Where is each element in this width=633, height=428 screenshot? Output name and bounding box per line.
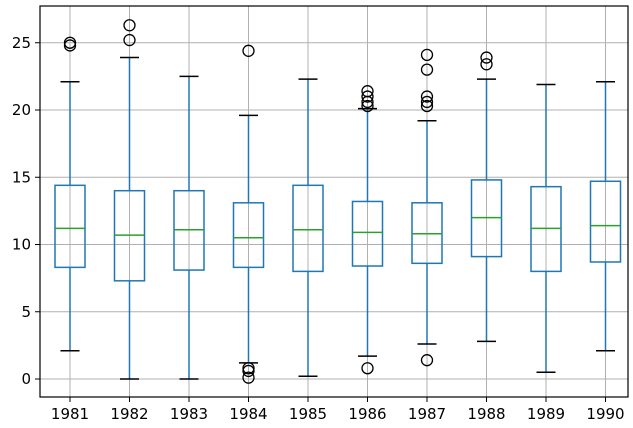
outlier-point	[480, 51, 493, 64]
box-1983	[173, 75, 205, 380]
iqr-box	[351, 200, 384, 267]
outlier-point	[420, 63, 434, 76]
outlier-point	[420, 99, 434, 113]
x-tick-label: 1987	[408, 405, 446, 423]
box-plots	[54, 19, 622, 384]
x-tick-label: 1989	[527, 405, 565, 423]
box-1988	[470, 51, 503, 343]
x-tick-label: 1985	[289, 405, 327, 423]
outlier-point	[361, 85, 374, 98]
box-1985	[292, 78, 324, 378]
outlier-point	[123, 33, 136, 47]
grid-lines	[40, 6, 628, 397]
axes: 0 5 10 15 20 25 1981 1982 1983 1984 1985 1986 1987 19…	[12, 34, 625, 423]
x-tick-label: 1983	[170, 405, 208, 423]
outlier-point	[420, 95, 434, 109]
box-1981	[54, 36, 86, 352]
outlier-point	[361, 99, 374, 113]
outlier-point	[361, 90, 374, 103]
x-tick-label: 1982	[110, 405, 148, 423]
y-tick-label: 0	[21, 370, 31, 388]
outlier-point	[420, 48, 434, 62]
y-tick-label: 25	[12, 34, 31, 52]
outlier-point	[420, 354, 434, 367]
box-1984	[232, 44, 265, 384]
box-1982	[113, 19, 146, 380]
iqr-box	[589, 180, 622, 263]
outlier-point	[242, 371, 255, 384]
outlier-point	[123, 19, 136, 32]
y-tick-label: 15	[12, 168, 31, 186]
outlier-point	[63, 36, 77, 49]
outlier-point	[242, 44, 255, 57]
x-tick-label: 1986	[348, 405, 386, 423]
iqr-box	[54, 184, 86, 269]
box-1990	[589, 81, 622, 352]
outlier-point	[480, 58, 493, 71]
iqr-box	[232, 202, 265, 269]
x-tick-label: 1984	[229, 405, 267, 423]
box-1987	[411, 48, 443, 367]
x-tick-label: 1990	[586, 405, 624, 423]
outlier-point	[361, 362, 374, 375]
outlier-point	[242, 364, 255, 378]
iqr-box	[292, 184, 324, 273]
box-1986	[351, 85, 384, 375]
outlier-point	[420, 90, 434, 103]
box-1989	[530, 83, 562, 374]
y-tick-label: 10	[12, 236, 31, 254]
x-tick-label: 1988	[467, 405, 505, 423]
y-tick-label: 5	[21, 303, 31, 321]
y-tick-label: 20	[12, 101, 31, 119]
x-tick-label: 1981	[51, 405, 89, 423]
plot-frame	[39, 5, 629, 398]
